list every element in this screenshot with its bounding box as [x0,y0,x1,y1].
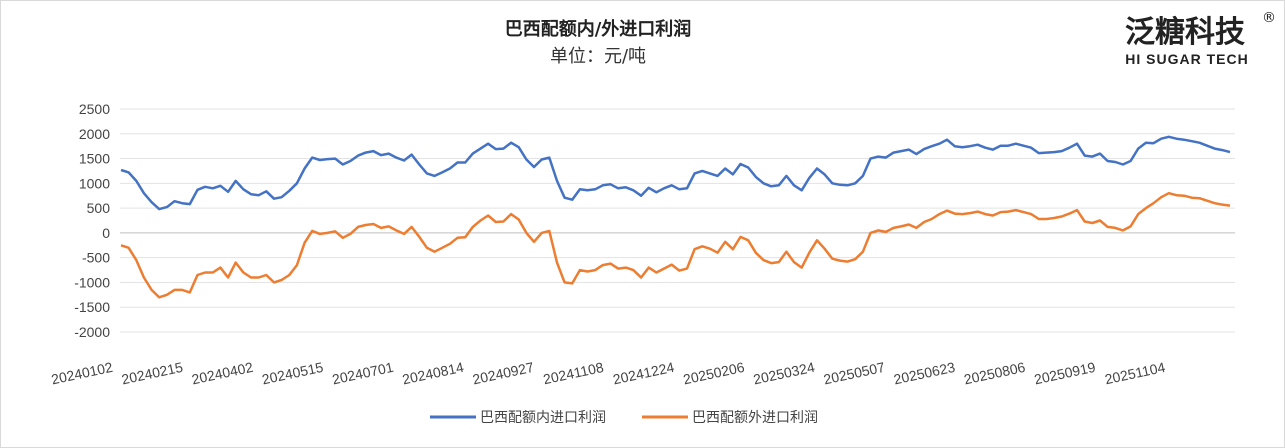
y-tick-label: 1000 [79,175,110,191]
legend: 巴西配额内进口利润 巴西配额外进口利润 [430,410,818,426]
series-line-outquota [120,191,1231,299]
series-lines [120,135,1231,299]
series-line-inquota [120,135,1231,211]
legend-item-outquota: 巴西配额外进口利润 [642,410,818,426]
logo-en-text: HI SUGAR TECH [1125,51,1248,67]
y-tick-label: 500 [87,200,111,216]
y-tick-label: 2000 [79,126,110,142]
legend-item-inquota: 巴西配额内进口利润 [430,410,606,426]
y-tick-label: -500 [82,250,110,266]
y-tick-label: -2000 [74,324,110,340]
chart-title: 巴西配额内/外进口利润 [505,18,692,40]
y-tick-label: 2500 [79,101,110,117]
y-tick-label: 0 [102,225,110,241]
y-tick-label: 1500 [79,151,110,167]
legend-label-inquota: 巴西配额内进口利润 [480,410,606,426]
logo-cn-text: 泛糖科技 [1125,15,1245,50]
y-axis: 2500 2000 1500 1000 500 0 -500 -1000 -1500 -2000 [74,101,110,340]
legend-label-outquota: 巴西配额外进口利润 [692,410,818,426]
grid [120,108,1235,333]
registered-mark-icon: ® [1262,10,1276,26]
y-tick-label: -1500 [74,299,110,315]
logo: 泛糖科技 HI SUGAR TECH ® [1125,10,1276,67]
chart-subtitle: 单位：元/吨 [550,46,646,67]
y-tick-label: -1000 [74,274,110,290]
